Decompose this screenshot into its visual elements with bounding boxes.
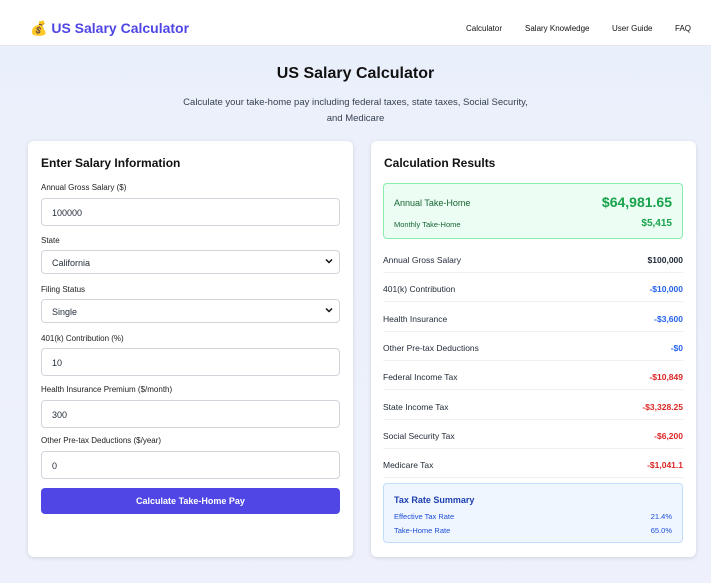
monthly-label: Monthly Take-Home bbox=[394, 220, 461, 229]
result-row: Medicare Tax -$1,041.1 bbox=[383, 449, 683, 479]
nav-link[interactable]: Salary Knowledge bbox=[525, 24, 590, 33]
logo-icon: 💰 bbox=[30, 20, 48, 36]
nav-link[interactable]: User Guide bbox=[612, 24, 653, 33]
result-row: State Income Tax -$3,328.25 bbox=[383, 391, 683, 420]
nav-link[interactable]: FAQ bbox=[675, 24, 692, 33]
summary-title: Tax Rate Summary bbox=[394, 495, 475, 505]
card-title: Enter Salary Information bbox=[41, 156, 181, 170]
chevron bbox=[325, 258, 333, 264]
annual-value: $64,981.65 bbox=[601, 194, 672, 210]
row-value: -$3,600 bbox=[654, 313, 683, 324]
form-card: Enter Salary Information Annual Gross Sa… bbox=[28, 141, 353, 557]
calculate-button[interactable]: Calculate Take-Home Pay bbox=[41, 488, 340, 514]
row-label: Medicare Tax bbox=[383, 460, 434, 471]
logo-text: US Salary Calculator bbox=[51, 20, 190, 36]
result-row: Health Insurance -$3,600 bbox=[383, 303, 683, 332]
field-label: 401(k) Contribution (%) bbox=[41, 334, 124, 343]
summary-label: Effective Tax Rate bbox=[394, 512, 455, 521]
header: 💰 US Salary Calculator Calculator Salary… bbox=[0, 0, 711, 46]
logo[interactable]: 💰 US Salary Calculator bbox=[30, 20, 189, 37]
select[interactable]: California bbox=[41, 250, 340, 274]
row-label: Other Pre-tax Deductions bbox=[383, 342, 479, 353]
subtitle-line: and Medicare bbox=[326, 113, 385, 124]
select-value: Single bbox=[52, 307, 78, 317]
row-label: 401(k) Contribution bbox=[383, 284, 456, 295]
results-card: Calculation Results Annual Take-Home $64… bbox=[371, 141, 696, 557]
subtitle-line: Calculate your take-home pay including f… bbox=[183, 97, 528, 108]
row-value: -$10,849 bbox=[649, 372, 683, 383]
result-row: Annual Gross Salary $100,000 bbox=[383, 244, 683, 273]
take-home-box: Annual Take-Home $64,981.65 Monthly Take… bbox=[383, 183, 683, 239]
hero-subtitle: Calculate your take-home pay including f… bbox=[0, 95, 711, 127]
field-label: Health Insurance Premium ($/month) bbox=[41, 385, 173, 394]
summary-value: 21.4% bbox=[650, 512, 672, 521]
row-value: -$0 bbox=[670, 342, 683, 353]
result-row: Federal Income Tax -$10,849 bbox=[383, 361, 683, 391]
text-input[interactable]: 300 bbox=[41, 400, 340, 428]
text-input[interactable]: 100000 bbox=[41, 198, 340, 226]
chevron bbox=[325, 307, 333, 313]
summary-label: Take-Home Rate bbox=[394, 526, 451, 535]
row-label: Health Insurance bbox=[383, 313, 448, 324]
text-input[interactable]: 0 bbox=[41, 451, 340, 479]
row-value: -$1,041.1 bbox=[647, 460, 683, 471]
row-label: Annual Gross Salary bbox=[383, 255, 461, 265]
select[interactable]: Single bbox=[41, 299, 340, 323]
select-value: California bbox=[52, 258, 91, 268]
annual-label: Annual Take-Home bbox=[394, 198, 471, 208]
row-value: -$10,000 bbox=[649, 284, 683, 295]
result-row: Social Security Tax -$6,200 bbox=[383, 420, 683, 449]
row-value: -$3,328.25 bbox=[642, 401, 683, 412]
field-label: Other Pre-tax Deductions ($/year) bbox=[41, 436, 162, 445]
monthly-value: $5,415 bbox=[641, 218, 672, 229]
nav-link[interactable]: Calculator bbox=[466, 24, 503, 33]
summary-value: 65.0% bbox=[650, 526, 672, 535]
text-input[interactable]: 10 bbox=[41, 348, 340, 376]
hero-title: US Salary Calculator bbox=[276, 65, 435, 82]
row-label: Social Security Tax bbox=[383, 430, 455, 441]
card-title: Calculation Results bbox=[384, 156, 496, 170]
result-row: Other Pre-tax Deductions -$0 bbox=[383, 332, 683, 361]
row-value: $100,000 bbox=[647, 255, 683, 265]
row-label: Federal Income Tax bbox=[383, 372, 458, 383]
field-label: State bbox=[41, 236, 60, 245]
field-label: Annual Gross Salary ($) bbox=[41, 183, 127, 192]
summary-box: Tax Rate Summary Effective Tax Rate 21.4… bbox=[383, 483, 683, 543]
row-label: State Income Tax bbox=[383, 401, 449, 412]
row-value: -$6,200 bbox=[654, 430, 683, 441]
field-label: Filing Status bbox=[41, 285, 86, 294]
result-row: 401(k) Contribution -$10,000 bbox=[383, 273, 683, 303]
